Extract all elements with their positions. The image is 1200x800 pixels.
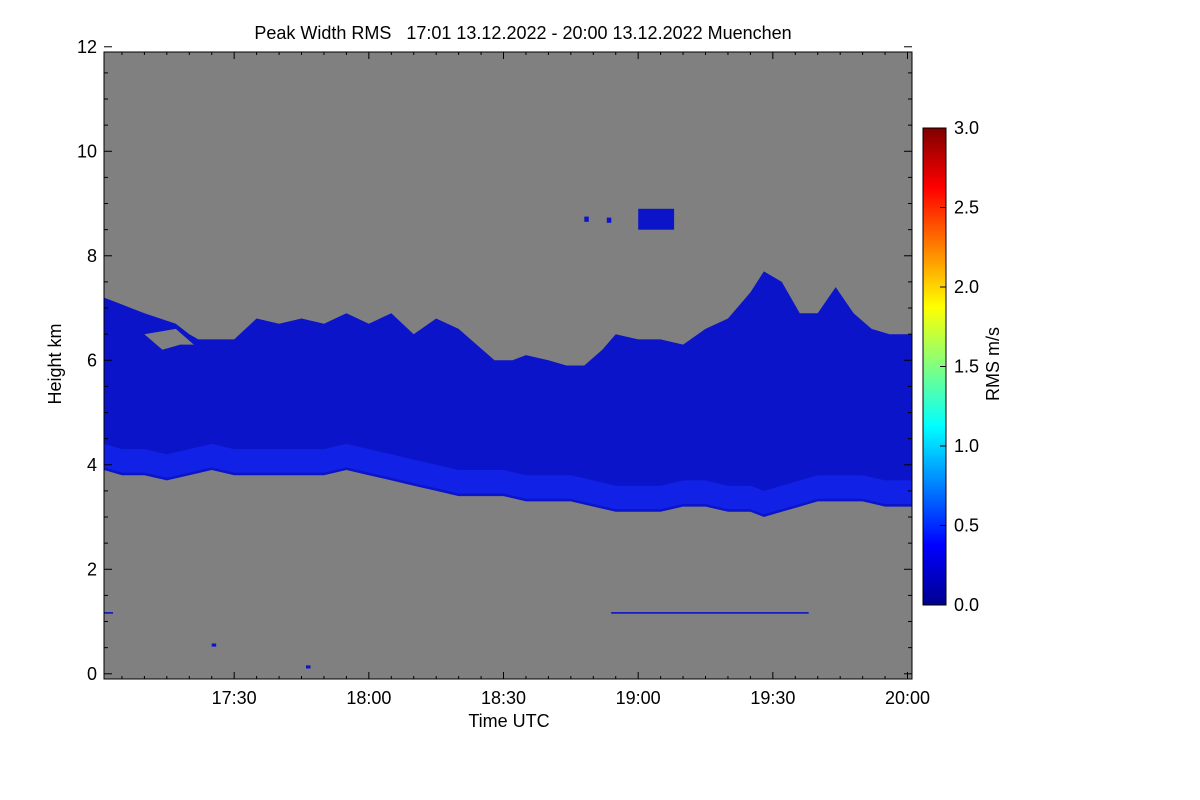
x-axis: 17:30 18:00 18:30 19:00 19:30 20:00 <box>121 52 930 708</box>
y-tick-label: 4 <box>87 455 97 475</box>
colorbar-label: RMS m/s <box>983 327 1003 401</box>
signal-patch <box>611 612 809 614</box>
x-tick-label: 18:30 <box>481 688 526 708</box>
y-tick-label: 2 <box>87 559 97 579</box>
colorbar-tick-label: 2.0 <box>954 277 979 297</box>
plot-frame <box>103 51 913 680</box>
y-axis-label: Height km <box>45 323 65 404</box>
colorbar-tick-label: 2.5 <box>954 198 979 218</box>
signal-patch <box>638 208 675 230</box>
cloud-layer-group <box>104 208 912 669</box>
chart-title: Peak Width RMS 17:01 13.12.2022 - 20:00 … <box>254 23 791 43</box>
x-axis-label: Time UTC <box>468 711 549 731</box>
colorbar-tick-label: 0.0 <box>954 595 979 615</box>
colorbar-tick-label: 3.0 <box>954 118 979 138</box>
y-tick-label: 8 <box>87 246 97 266</box>
colorbar-tick-label: 1.5 <box>954 357 979 377</box>
colorbar-tick-label: 0.5 <box>954 516 979 536</box>
x-tick-label: 20:00 <box>885 688 930 708</box>
cloud-base-band <box>104 443 912 515</box>
y-tick-label: 6 <box>87 350 97 370</box>
y-tick-label: 10 <box>77 141 97 161</box>
y-axis: 0 2 4 6 8 10 12 <box>77 37 912 684</box>
x-tick-label: 19:00 <box>616 688 661 708</box>
x-tick-label: 18:00 <box>346 688 391 708</box>
plot-area <box>103 51 913 680</box>
colorbar: 0.0 0.5 1.0 1.5 2.0 2.5 3.0 <box>922 118 979 615</box>
cloud-gap <box>144 328 194 350</box>
y-tick-label: 12 <box>77 37 97 57</box>
signal-patch <box>606 217 612 223</box>
x-tick-label: 19:30 <box>750 688 795 708</box>
y-tick-label: 0 <box>87 664 97 684</box>
signal-patch <box>306 665 311 669</box>
colorbar-tick-label: 1.0 <box>954 436 979 456</box>
signal-patch <box>104 612 113 614</box>
signal-patch <box>584 216 589 222</box>
signal-patch <box>211 643 217 647</box>
x-tick-label: 17:30 <box>212 688 257 708</box>
